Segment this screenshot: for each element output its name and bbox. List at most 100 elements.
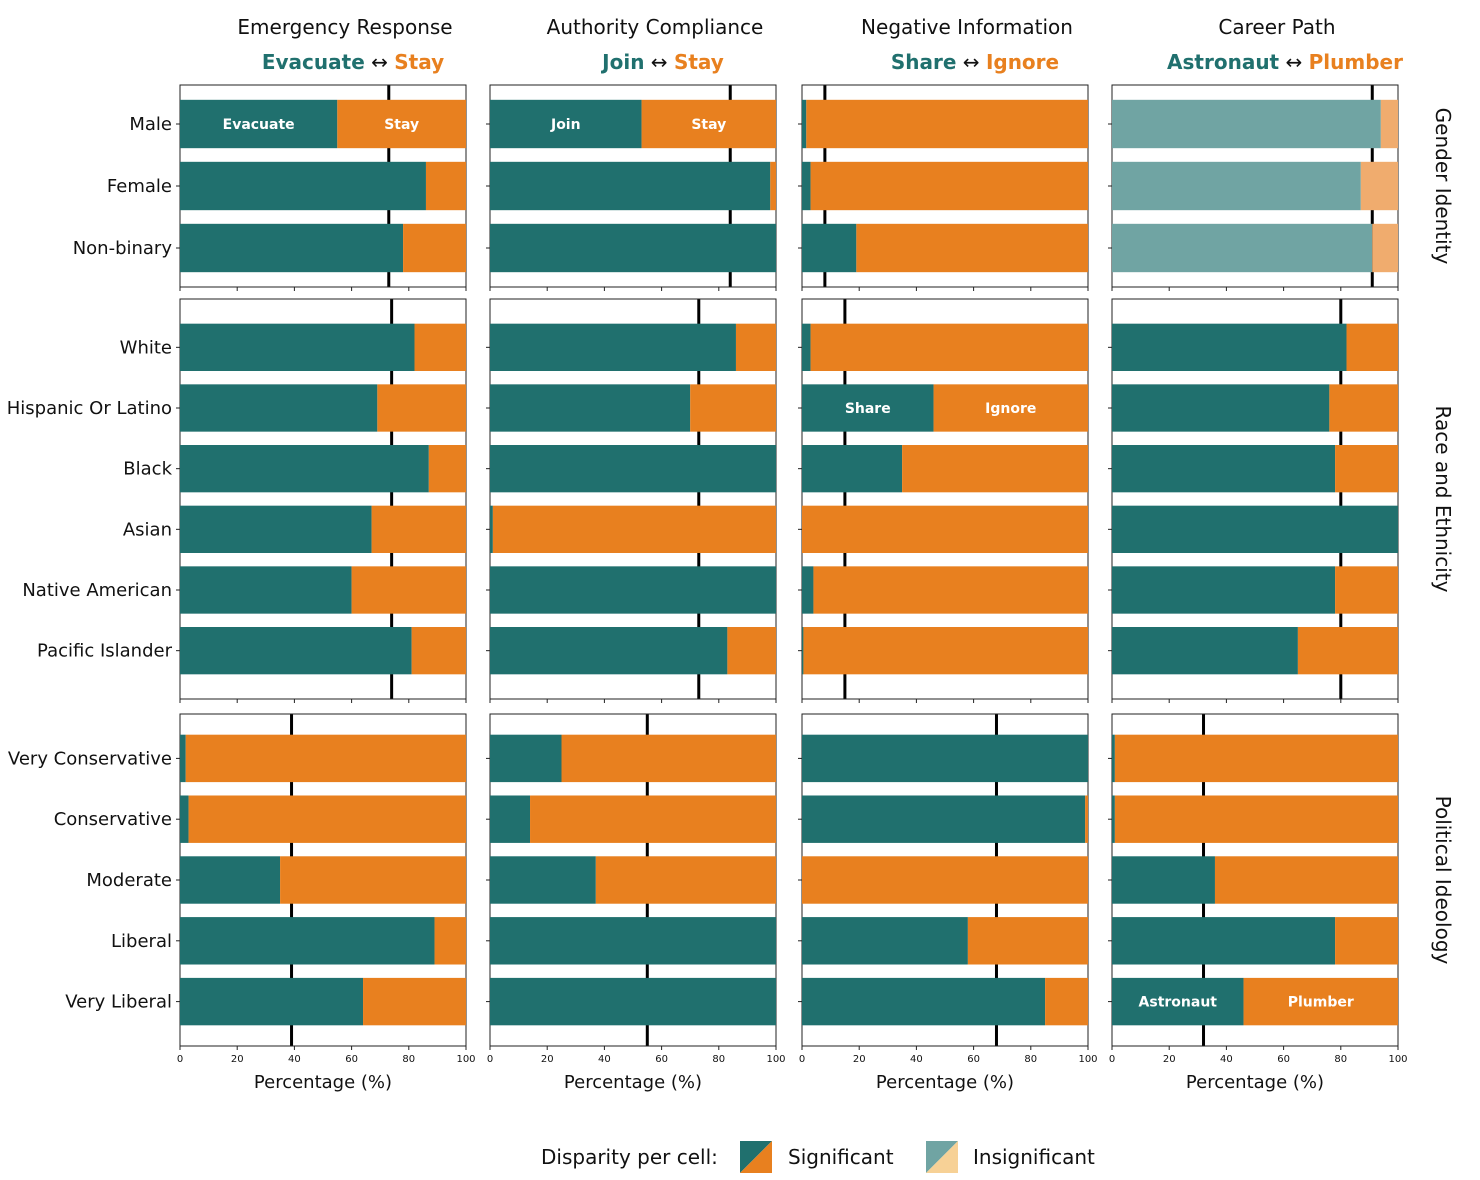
legend-item-significant: Significant bbox=[788, 1145, 894, 1169]
bar-right-segment bbox=[351, 566, 466, 614]
bar-right-segment bbox=[280, 856, 466, 904]
bar-right-segment bbox=[1297, 627, 1398, 675]
bar-left-segment bbox=[1112, 223, 1373, 273]
bar-right-segment bbox=[425, 161, 466, 211]
bar-label-right: Plumber bbox=[1288, 995, 1354, 1011]
bar-right-segment bbox=[363, 977, 466, 1026]
bar-right-segment bbox=[803, 627, 1088, 675]
bar-right-segment bbox=[1329, 384, 1398, 432]
bar-left-segment bbox=[180, 161, 426, 211]
row-label: Very Conservative bbox=[8, 748, 172, 769]
x-axis-label: Percentage (%) bbox=[564, 1072, 702, 1093]
bar-left-segment bbox=[490, 566, 776, 614]
legend-item-insignificant: Insignificant bbox=[973, 1145, 1095, 1169]
bar-right-segment bbox=[1372, 223, 1398, 273]
bar-right-segment bbox=[185, 734, 466, 783]
bar-right-segment bbox=[813, 566, 1088, 614]
row-label: Non-binary bbox=[73, 238, 173, 259]
column-title: Emergency Response bbox=[237, 15, 452, 39]
bar-left-segment bbox=[1112, 323, 1347, 371]
bar-right-segment bbox=[1346, 323, 1398, 371]
bar-left-segment bbox=[490, 445, 776, 493]
bar-left-segment bbox=[1112, 977, 1244, 1026]
column-subtitle: Share ↔ Ignore bbox=[891, 50, 1059, 74]
bar-right-segment bbox=[856, 223, 1088, 273]
bar-left-segment bbox=[180, 917, 435, 965]
bar-left-segment bbox=[180, 566, 352, 614]
x-tick-label: 100 bbox=[1388, 1054, 1407, 1065]
bar-right-segment bbox=[371, 505, 466, 553]
bar-left-segment bbox=[180, 384, 378, 432]
arrow-icon: ↔ bbox=[1279, 50, 1308, 74]
x-tick-label: 80 bbox=[1024, 1054, 1037, 1065]
bar-right-segment bbox=[810, 161, 1088, 211]
bar-right-segment bbox=[595, 856, 776, 904]
bar-left-segment bbox=[802, 323, 811, 371]
bar-right-segment bbox=[188, 795, 466, 843]
bar-left-segment bbox=[802, 99, 807, 149]
right-option-label: Stay bbox=[674, 50, 724, 74]
arrow-icon: ↔ bbox=[644, 50, 673, 74]
bar-label-left: Share bbox=[845, 401, 891, 417]
legend-significant-swatch-right bbox=[740, 1141, 772, 1173]
column-title: Negative Information bbox=[861, 15, 1073, 39]
bar-right-segment bbox=[902, 445, 1088, 493]
bar-left-segment bbox=[180, 627, 412, 675]
arrow-icon: ↔ bbox=[956, 50, 985, 74]
bar-left-segment bbox=[490, 917, 776, 965]
panel-frame bbox=[179, 298, 467, 700]
bar-left-segment bbox=[490, 627, 728, 675]
row-label: Native American bbox=[22, 580, 172, 601]
bar-left-segment bbox=[180, 856, 281, 904]
bar-right-segment bbox=[1214, 856, 1398, 904]
bar-left-segment bbox=[1112, 566, 1336, 614]
bar-left-segment bbox=[490, 505, 493, 553]
bar-right-segment bbox=[727, 627, 776, 675]
bar-left-segment bbox=[802, 384, 934, 432]
bar-left-segment bbox=[802, 566, 814, 614]
left-option-label: Evacuate bbox=[262, 50, 365, 74]
bar-right-segment bbox=[802, 856, 1088, 904]
x-tick-label: 80 bbox=[402, 1054, 415, 1065]
bar-left-segment bbox=[180, 977, 364, 1026]
bar-left-segment bbox=[802, 445, 903, 493]
bar-right-segment bbox=[641, 99, 776, 149]
bar-left-segment bbox=[1112, 505, 1398, 553]
panel-frame bbox=[801, 298, 1089, 700]
bar-right-segment bbox=[1360, 161, 1398, 211]
left-option-label: Astronaut bbox=[1167, 50, 1280, 74]
x-tick-label: 60 bbox=[655, 1054, 668, 1065]
bar-left-segment bbox=[490, 856, 596, 904]
bar-right-segment bbox=[967, 917, 1088, 965]
bar-left-segment bbox=[1112, 627, 1298, 675]
x-tick-label: 0 bbox=[1109, 1054, 1115, 1065]
bar-label-right: Ignore bbox=[985, 401, 1036, 417]
bar-left-segment bbox=[1112, 734, 1115, 783]
bar-label-left: Evacuate bbox=[223, 117, 295, 133]
x-tick-label: 20 bbox=[231, 1054, 244, 1065]
x-tick-label: 80 bbox=[1334, 1054, 1347, 1065]
bar-left-segment bbox=[490, 99, 642, 149]
x-tick-label: 60 bbox=[345, 1054, 358, 1065]
bar-label-right: Stay bbox=[384, 117, 419, 133]
row-label: Asian bbox=[123, 519, 172, 540]
bar-right-segment bbox=[337, 99, 466, 149]
bar-right-segment bbox=[690, 384, 776, 432]
x-tick-label: 80 bbox=[712, 1054, 725, 1065]
bar-left-segment bbox=[1112, 917, 1336, 965]
bar-label-right: Stay bbox=[691, 117, 726, 133]
bar-left-segment bbox=[802, 627, 804, 675]
bar-right-segment bbox=[377, 384, 466, 432]
bar-left-segment bbox=[802, 977, 1046, 1026]
bar-left-segment bbox=[490, 161, 771, 211]
arrow-icon: ↔ bbox=[365, 50, 394, 74]
bar-right-segment bbox=[1045, 977, 1088, 1026]
bar-right-segment bbox=[810, 323, 1088, 371]
legend-title: Disparity per cell: bbox=[541, 1145, 718, 1169]
bar-label-left: Astronaut bbox=[1139, 995, 1218, 1011]
bar-right-segment bbox=[735, 323, 776, 371]
bar-right-segment bbox=[414, 323, 466, 371]
bar-right-segment bbox=[1380, 99, 1398, 149]
group-label: Gender Identity bbox=[1431, 108, 1455, 265]
bar-right-segment bbox=[434, 917, 466, 965]
